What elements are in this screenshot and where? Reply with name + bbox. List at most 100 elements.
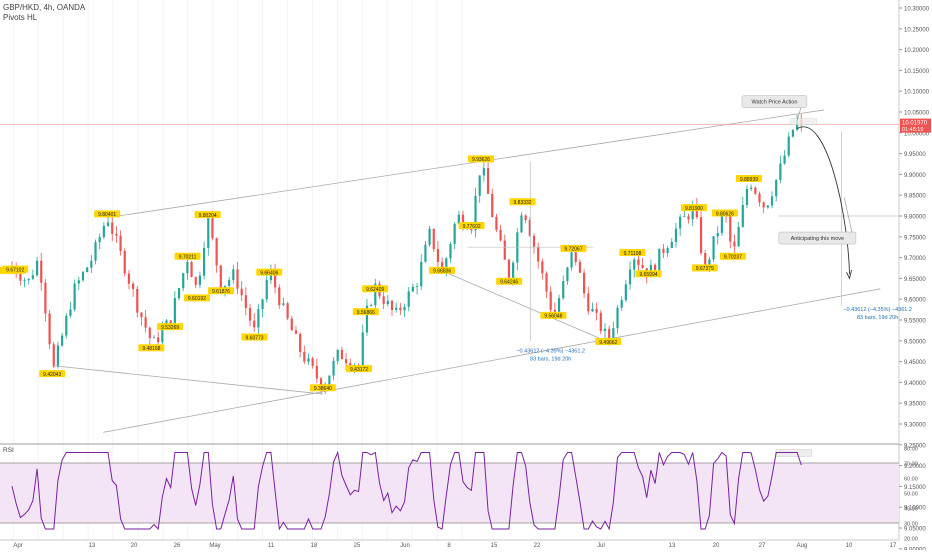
candle-body — [119, 235, 122, 251]
pivot-label: 9.72067 — [560, 244, 587, 253]
pivot-label-text: 9.60773 — [246, 335, 264, 341]
candle-body — [524, 215, 527, 221]
candle-body — [608, 328, 611, 340]
price-tick-label: 9.95000 — [904, 152, 926, 158]
price-tick-label: 10.00000 — [904, 131, 930, 137]
rsi-tick-label: 40.00 — [904, 507, 918, 513]
callout-pointer — [843, 197, 853, 233]
pivot-label-bg — [681, 204, 708, 212]
candle-body — [157, 337, 160, 343]
candle-body — [27, 278, 30, 281]
channel-drop-line — [441, 270, 609, 343]
pivot-label: 9.62409 — [362, 285, 389, 293]
time-tick-label: 13 — [669, 543, 676, 549]
candle-body — [294, 330, 298, 334]
pivot-label-text: 9.49662 — [599, 340, 617, 346]
pivot-label-bg — [691, 264, 718, 272]
candle-body — [436, 249, 440, 263]
candle-body — [428, 228, 431, 245]
time-tick-label: 26 — [174, 543, 181, 549]
pivot-label: 9.65994 — [635, 270, 662, 278]
candle-body — [461, 214, 465, 227]
pivot-label-bg — [496, 277, 523, 285]
candle-body — [328, 375, 331, 386]
pivot-label-text: 9.48168 — [142, 346, 160, 352]
candle-body — [737, 226, 740, 247]
pivot-label-text: 9.80626 — [716, 211, 734, 217]
candle-body — [545, 273, 548, 292]
measure-label-change: −0.43612 (−4.35%) −4361.2 — [843, 307, 912, 313]
candle-body — [98, 237, 101, 243]
pivot-label: 9.48168 — [138, 344, 165, 352]
pivot-labels: 9.668809.671029.804019.420439.802049.702… — [0, 155, 762, 392]
candle-body — [745, 188, 749, 205]
candle-body — [620, 300, 623, 308]
pivot-label-text: 9.67379 — [696, 266, 714, 272]
price-tick-label: 10.30000 — [904, 7, 930, 13]
pivot-label-bg — [560, 244, 587, 252]
candle-body — [286, 303, 289, 319]
pivot-label: 9.56048 — [540, 311, 567, 320]
candle-body — [361, 332, 364, 366]
candle-body — [520, 215, 523, 233]
pivot-label-bg — [309, 384, 336, 392]
time-tick-label: 20 — [713, 543, 720, 549]
candle-body — [499, 229, 502, 241]
candle-body — [754, 187, 757, 194]
pivot-label: 9.60773 — [241, 333, 268, 341]
pivot-label-bg — [2, 265, 29, 273]
candle-body — [775, 179, 778, 197]
candle-body — [111, 222, 114, 234]
candle-body — [390, 300, 394, 310]
lower-trendline — [103, 288, 881, 433]
time-tick-label: Apr — [13, 543, 22, 549]
pivot-label: 9.56866 — [352, 308, 379, 316]
candle-body — [445, 258, 448, 273]
price-tick-label: 9.10000 — [904, 506, 926, 512]
pivot-label-text: 9.56048 — [544, 314, 562, 320]
candle-body — [562, 281, 565, 299]
price-tick-label: 9.25000 — [904, 443, 926, 449]
projection-curve — [797, 126, 850, 275]
time-tick-label: 27 — [759, 543, 766, 549]
pivot-label-text: 9.88939 — [740, 177, 758, 183]
candle-body — [127, 273, 131, 284]
candle-body — [253, 320, 256, 328]
pivot-label: 9.64246 — [496, 277, 523, 286]
candle-body — [102, 225, 105, 238]
candle-body — [687, 216, 690, 220]
candle-body — [198, 275, 202, 285]
projection-arrowhead — [846, 269, 852, 280]
pivot-label-text: 9.43172 — [350, 367, 368, 373]
rsi-label: RSI — [3, 447, 14, 454]
last-price-value: 10.01970 — [902, 121, 928, 127]
pivot-label: 9.53269 — [157, 323, 184, 331]
candle-body — [19, 273, 22, 281]
time-tick-label: 8 — [447, 543, 451, 549]
candle-body — [528, 220, 531, 236]
candle-body — [482, 168, 485, 176]
pivot-label: 9.88939 — [736, 174, 762, 183]
pivot-label-text: 9.66836 — [433, 269, 451, 275]
candle-body — [344, 359, 348, 364]
candle-body — [186, 262, 189, 274]
candle-body — [641, 264, 644, 269]
candle-body — [232, 269, 235, 281]
pivot-label-text: 9.70237 — [724, 255, 742, 261]
pivot-label: 9.43172 — [346, 365, 373, 373]
candle-body — [704, 253, 707, 265]
candle-body — [512, 262, 515, 282]
candle-body — [106, 222, 110, 226]
pivot-label-text: 9.83332 — [514, 200, 532, 206]
candle-body — [23, 280, 26, 281]
rsi-pane: RSI 80.00 70.00 60.00 50.00 40.00 30.00 20.00 — [0, 447, 918, 543]
pivot-label-text: 9.80401 — [98, 212, 116, 218]
pivot-label: 9.93626 — [468, 155, 494, 163]
candle-body — [503, 240, 506, 260]
price-tick-label: 10.15000 — [904, 69, 930, 75]
candle-body — [173, 298, 176, 325]
upper-trendline — [107, 109, 825, 219]
